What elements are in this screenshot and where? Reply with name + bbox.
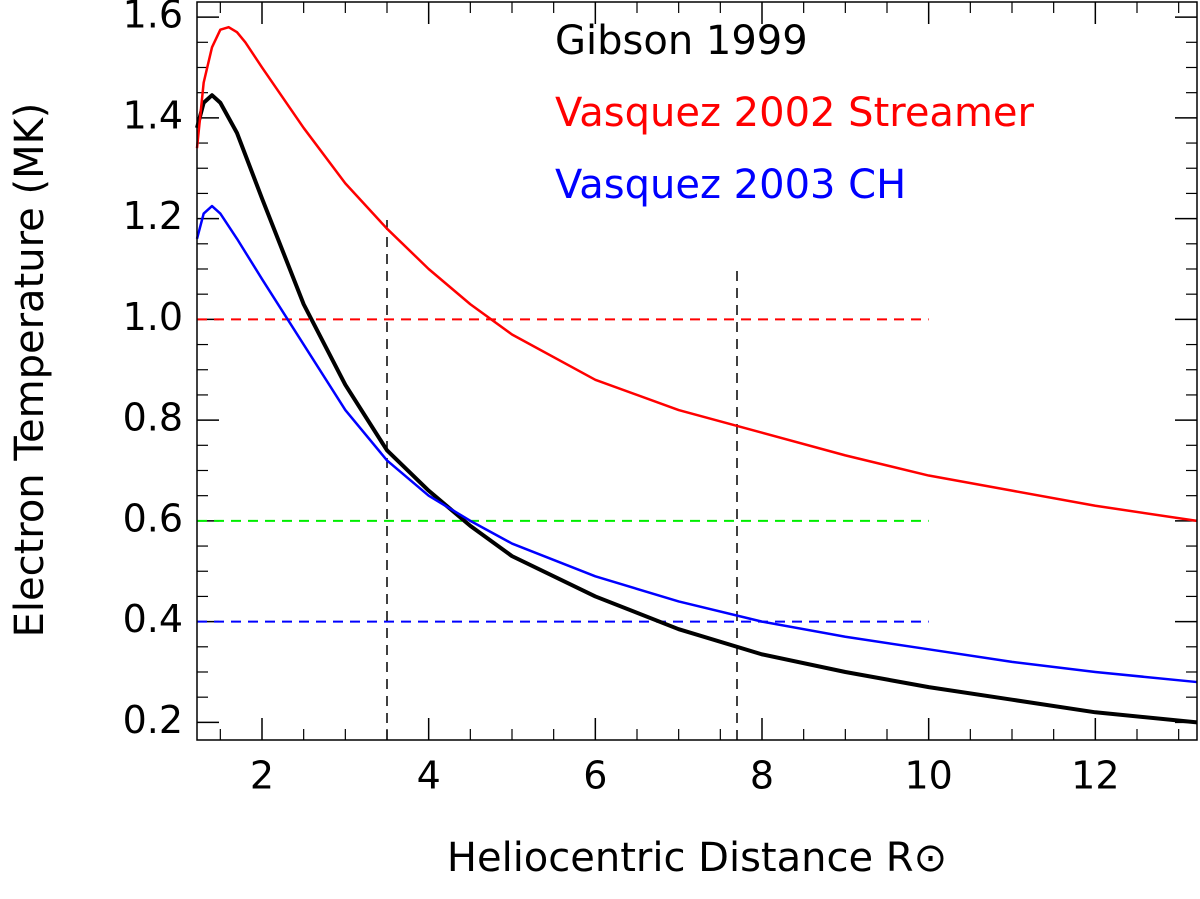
x-tick-label: 2 (250, 754, 274, 798)
y-tick-label: 1.2 (123, 194, 183, 238)
plot-frame (196, 1, 1198, 741)
y-tick-label: 0.8 (123, 396, 183, 440)
x-tick-label: 10 (904, 754, 952, 798)
x-axis-label: Heliocentric Distance R⊙ (447, 835, 947, 881)
y-tick-label: 1.4 (123, 93, 183, 137)
y-tick-label: 0.2 (123, 698, 183, 742)
legend-entry: Gibson 1999 (555, 18, 808, 64)
x-tick-label: 12 (1071, 754, 1119, 798)
data-line (195, 25, 1198, 523)
y-tick-label: 1.0 (123, 295, 183, 339)
data-line (195, 204, 1198, 684)
y-tick-label: 0.6 (123, 496, 183, 540)
x-tick-label: 4 (417, 754, 441, 798)
y-tick-label: 1.6 (123, 0, 183, 37)
legend-entry: Vasquez 2003 CH (555, 162, 906, 208)
y-axis-label: Electron Temperature (MK) (7, 103, 53, 638)
legend-entry: Vasquez 2002 Streamer (555, 90, 1035, 136)
x-tick-label: 8 (750, 754, 774, 798)
y-tick-label: 0.4 (123, 597, 183, 641)
x-tick-label: 6 (583, 754, 607, 798)
